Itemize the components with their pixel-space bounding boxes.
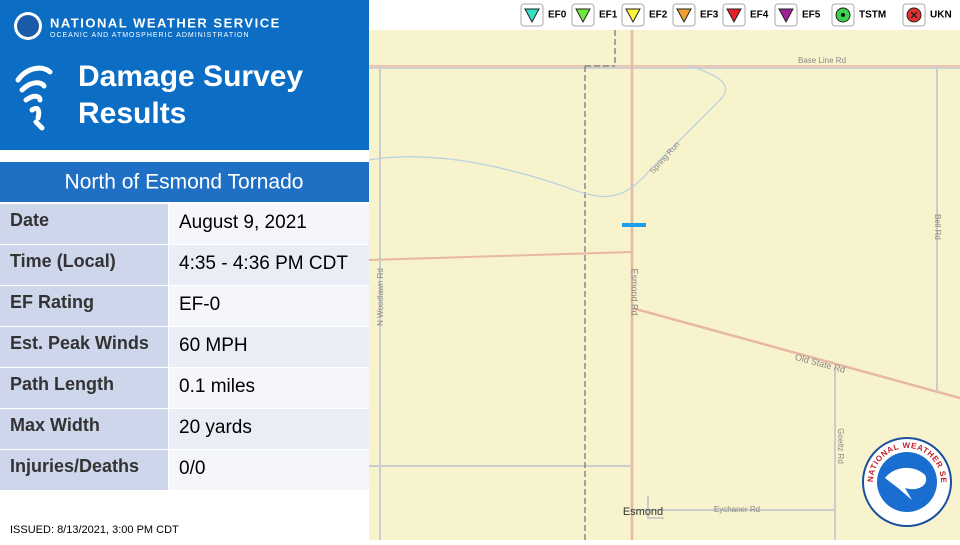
row-value-cell [169, 245, 369, 285]
legend-symbol [575, 8, 591, 24]
map-area [369, 30, 960, 540]
row-label: Date [10, 210, 49, 230]
legend-symbol [726, 8, 742, 24]
legend-symbol [778, 8, 794, 24]
row-value-cell [169, 286, 369, 326]
road [369, 66, 938, 540]
row-value: August 9, 2021 [179, 212, 307, 233]
row-label: Time (Local) [10, 251, 116, 271]
row-label: EF Rating [10, 292, 94, 312]
row-label-cell [0, 327, 168, 367]
row-value-cell [169, 368, 369, 408]
map-label: Bell Rd [933, 214, 942, 240]
legend: EF0 EF1 EF2 EF3 EF4 EF5 TSTM UKN [520, 3, 952, 27]
row-label-cell [0, 245, 168, 285]
title: Results [78, 97, 186, 130]
legend-symbol-cross [910, 11, 918, 19]
legend-label: EF2 [649, 10, 668, 21]
row-value: 0/0 [179, 458, 205, 479]
row-value-cell [169, 409, 369, 449]
legend-label: EF4 [750, 10, 769, 21]
legend-symbol [524, 8, 540, 24]
row-label: Est. Peak Winds [10, 333, 149, 353]
event-title: North of Esmond Tornado [65, 171, 304, 194]
row-value: 0.1 miles [179, 376, 255, 397]
legend-label: EF1 [599, 10, 618, 21]
legend-label: TSTM [859, 10, 886, 21]
row-value: EF-0 [179, 294, 220, 315]
row-value-cell [169, 450, 369, 490]
county-line [584, 30, 616, 540]
map-label: Esmond [623, 506, 663, 518]
issued: ISSUED: 8/13/2021, 3:00 PM CDT [10, 524, 179, 536]
info-table: Date August 9, 2021 Time (Local) 4:35 - 4:3… [0, 204, 369, 490]
legend-symbol [676, 8, 692, 24]
map-label: Esmond Rd [630, 268, 640, 315]
legend-symbol-dot [841, 13, 845, 17]
row-label-cell [0, 409, 168, 449]
row-value: 20 yards [179, 417, 252, 438]
row-label: Path Length [10, 374, 114, 394]
event-title-bar [0, 162, 369, 202]
row-value: 60 MPH [179, 335, 248, 356]
map-label: Goeltz Rd [836, 428, 845, 464]
org-subtitle: OCEANIC AND ATMOSPHERIC ADMINISTRATION [50, 32, 250, 39]
stream [368, 65, 727, 198]
row-label-cell [0, 286, 168, 326]
noaa-logo-inner [17, 15, 39, 37]
legend-symbol [625, 8, 641, 24]
row-value: 4:35 - 4:36 PM CDT [179, 253, 348, 274]
row-value-cell [169, 204, 369, 244]
road [368, 251, 633, 261]
header [0, 0, 369, 150]
org-name: NATIONAL WEATHER SERVICE [50, 15, 281, 30]
row-label-cell [0, 368, 168, 408]
legend-label: EF5 [802, 10, 821, 21]
map-label: Base Line Rd [798, 56, 846, 65]
map-label: N Woodlawn Rd [376, 268, 385, 326]
row-label: Injuries/Deaths [10, 456, 139, 476]
row-value-cell [169, 327, 369, 367]
map-roads [368, 30, 960, 540]
tornado-icon [15, 65, 53, 131]
logo-cloud [885, 467, 927, 500]
title: Damage Survey [78, 60, 303, 93]
legend-label: EF0 [548, 10, 567, 21]
row-label-cell [0, 204, 168, 244]
row-label-cell [0, 450, 168, 490]
map-label: Eychaner Rd [714, 505, 760, 514]
row-label: Max Width [10, 415, 100, 435]
road [631, 306, 960, 400]
legend-label: UKN [930, 10, 952, 21]
legend-label: EF3 [700, 10, 719, 21]
